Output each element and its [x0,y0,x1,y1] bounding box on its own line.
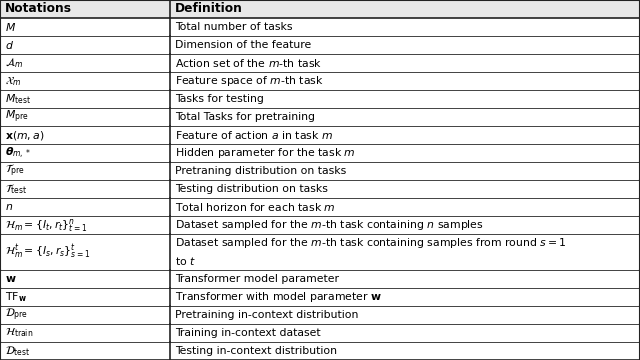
Text: $\mathcal{D}_{\mathrm{pre}}$: $\mathcal{D}_{\mathrm{pre}}$ [5,307,28,323]
Text: Definition: Definition [175,3,243,15]
Text: $M_{\mathrm{pre}}$: $M_{\mathrm{pre}}$ [5,109,29,125]
Text: $M_{\mathrm{test}}$: $M_{\mathrm{test}}$ [5,92,31,106]
Bar [0,54,640,72]
Text: Total number of tasks: Total number of tasks [175,22,292,32]
Bar [0,108,640,126]
Text: $\mathcal{H}_m^t = \{I_s, r_s\}_{s=1}^{t}$: $\mathcal{H}_m^t = \{I_s, r_s\}_{s=1}^{t… [5,243,90,261]
Bar [0,324,640,342]
Bar [0,18,640,36]
Text: $M$: $M$ [5,21,16,33]
Text: Dimension of the feature: Dimension of the feature [175,40,311,50]
Text: Feature of action $a$ in task $m$: Feature of action $a$ in task $m$ [175,129,333,141]
Text: Feature space of $m$-th task: Feature space of $m$-th task [175,74,323,88]
Bar [0,162,640,180]
Text: $\mathcal{X}_m$: $\mathcal{X}_m$ [5,74,22,88]
Text: $\mathcal{D}_{\mathrm{test}}$: $\mathcal{D}_{\mathrm{test}}$ [5,344,31,358]
Bar [0,90,640,108]
Text: $\mathcal{H}_m = \{I_t, r_t\}_{t=1}^{n}$: $\mathcal{H}_m = \{I_t, r_t\}_{t=1}^{n}$ [5,216,88,234]
Bar [0,144,640,162]
Text: $\mathcal{A}_m$: $\mathcal{A}_m$ [5,56,24,70]
Text: $n$: $n$ [5,202,13,212]
Text: Testing distribution on tasks: Testing distribution on tasks [175,184,328,194]
Text: Action set of the $m$-th task: Action set of the $m$-th task [175,57,322,69]
Text: $\mathcal{H}_{\mathrm{train}}$: $\mathcal{H}_{\mathrm{train}}$ [5,327,33,339]
Bar [0,126,640,144]
Bar [0,342,640,360]
Bar [0,234,640,270]
Text: $\mathbf{x}(m, a)$: $\mathbf{x}(m, a)$ [5,129,45,141]
Text: $\mathcal{T}_{\mathrm{test}}$: $\mathcal{T}_{\mathrm{test}}$ [5,182,28,196]
Text: Pretraining in-context distribution: Pretraining in-context distribution [175,310,358,320]
Text: $\boldsymbol{\theta}_{m,*}$: $\boldsymbol{\theta}_{m,*}$ [5,145,31,161]
Bar [0,198,640,216]
Text: Hidden parameter for the task $m$: Hidden parameter for the task $m$ [175,146,356,160]
Bar [0,288,640,306]
Bar [0,306,640,324]
Text: $d$: $d$ [5,39,14,51]
Text: Testing in-context distribution: Testing in-context distribution [175,346,337,356]
Text: to $t$: to $t$ [175,255,196,267]
Bar [0,216,640,234]
Text: $\mathrm{TF}_{\mathbf{w}}$: $\mathrm{TF}_{\mathbf{w}}$ [5,290,27,304]
Text: Dataset sampled for the $m$-th task containing samples from round $s = 1$: Dataset sampled for the $m$-th task cont… [175,236,566,250]
Bar [0,180,640,198]
Text: Pretraning distribution on tasks: Pretraning distribution on tasks [175,166,346,176]
Bar [0,36,640,54]
Text: Transformer with model parameter $\mathbf{w}$: Transformer with model parameter $\mathb… [175,290,381,304]
Text: Notations: Notations [5,3,72,15]
Bar [0,72,640,90]
Text: Dataset sampled for the $m$-th task containing $n$ samples: Dataset sampled for the $m$-th task cont… [175,218,484,232]
Text: $\mathbf{w}$: $\mathbf{w}$ [5,274,17,284]
Text: Tasks for testing: Tasks for testing [175,94,264,104]
Text: Training in-context dataset: Training in-context dataset [175,328,321,338]
Text: Total Tasks for pretraining: Total Tasks for pretraining [175,112,315,122]
Bar [0,0,640,18]
Bar [0,270,640,288]
Text: Transformer model parameter: Transformer model parameter [175,274,339,284]
Text: $\mathcal{T}_{\mathrm{pre}}$: $\mathcal{T}_{\mathrm{pre}}$ [5,163,25,179]
Text: Total horizon for each task $m$: Total horizon for each task $m$ [175,201,335,213]
